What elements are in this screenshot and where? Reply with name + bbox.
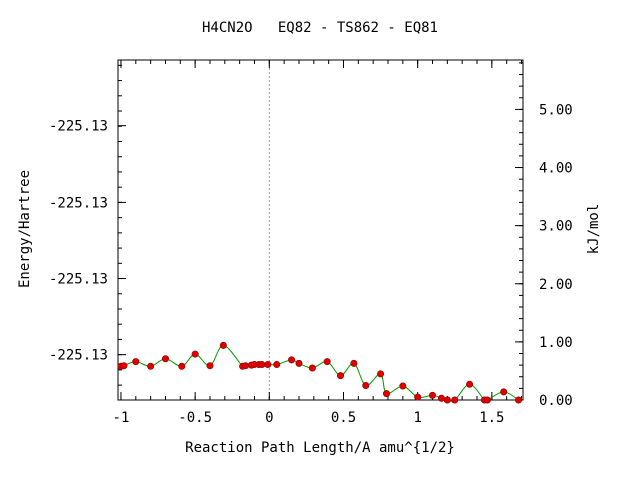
data-point [264, 361, 272, 369]
tick-labels: -1 -0.5 0 0.5 1 1.5 -225.13 -225.13 -225.13 -225.… [49, 102, 573, 426]
data-point [178, 362, 186, 370]
data-point [350, 359, 358, 367]
data-point [147, 362, 155, 370]
data-point [295, 359, 303, 367]
x-tick-label: 0.5 [331, 410, 356, 426]
data-point [399, 382, 407, 390]
left-tick-label: -225.13 [49, 272, 108, 288]
x-axis-label: Reaction Path Length/A amu^{1/2} [185, 440, 455, 456]
left-axis-label: Energy/Hartree [17, 170, 33, 288]
data-point [273, 361, 281, 369]
right-tick-label: 5.00 [539, 102, 573, 118]
data-point [500, 388, 508, 396]
x-tick-label: -0.5 [178, 410, 212, 426]
chart-title: H4CN2O EQ82 - TS862 - EQ81 [202, 20, 438, 36]
data-point [466, 380, 474, 388]
data-point [429, 391, 437, 399]
data-point [337, 372, 345, 380]
data-point [219, 341, 227, 349]
data-point [443, 396, 451, 404]
data-point [377, 370, 385, 378]
plot-frame [117, 59, 524, 401]
data-point [515, 396, 523, 404]
data-point [120, 362, 128, 370]
data-point [437, 394, 445, 402]
data-point [132, 358, 140, 366]
data-point [161, 355, 169, 363]
x-tick-label: -1 [113, 410, 130, 426]
data-points [117, 341, 523, 404]
right-axis-label: kJ/mol [586, 204, 602, 255]
left-tick-label: -225.13 [49, 195, 108, 211]
x-tick-label: 1 [413, 410, 421, 426]
data-point [308, 364, 316, 372]
data-point [483, 396, 491, 404]
data-point [414, 393, 422, 401]
data-point [206, 362, 214, 370]
right-tick-label: 2.00 [539, 277, 573, 293]
right-tick-label: 0.00 [539, 393, 573, 409]
right-tick-label: 3.00 [539, 219, 573, 235]
left-tick-label: -225.13 [49, 119, 108, 135]
x-tick-label: 0 [265, 410, 273, 426]
data-point [451, 396, 459, 404]
series-line [120, 344, 519, 403]
right-tick-label: 4.00 [539, 161, 573, 177]
tick-marks [118, 60, 523, 401]
data-point [323, 358, 331, 366]
x-tick-label: 1.5 [479, 410, 504, 426]
data-point [362, 381, 370, 389]
right-tick-label: 1.00 [539, 335, 573, 351]
data-point [288, 356, 296, 364]
data-point [258, 361, 266, 369]
left-tick-label: -225.13 [49, 348, 108, 364]
data-point [191, 350, 199, 358]
data-point [242, 362, 250, 370]
data-point [383, 390, 391, 398]
